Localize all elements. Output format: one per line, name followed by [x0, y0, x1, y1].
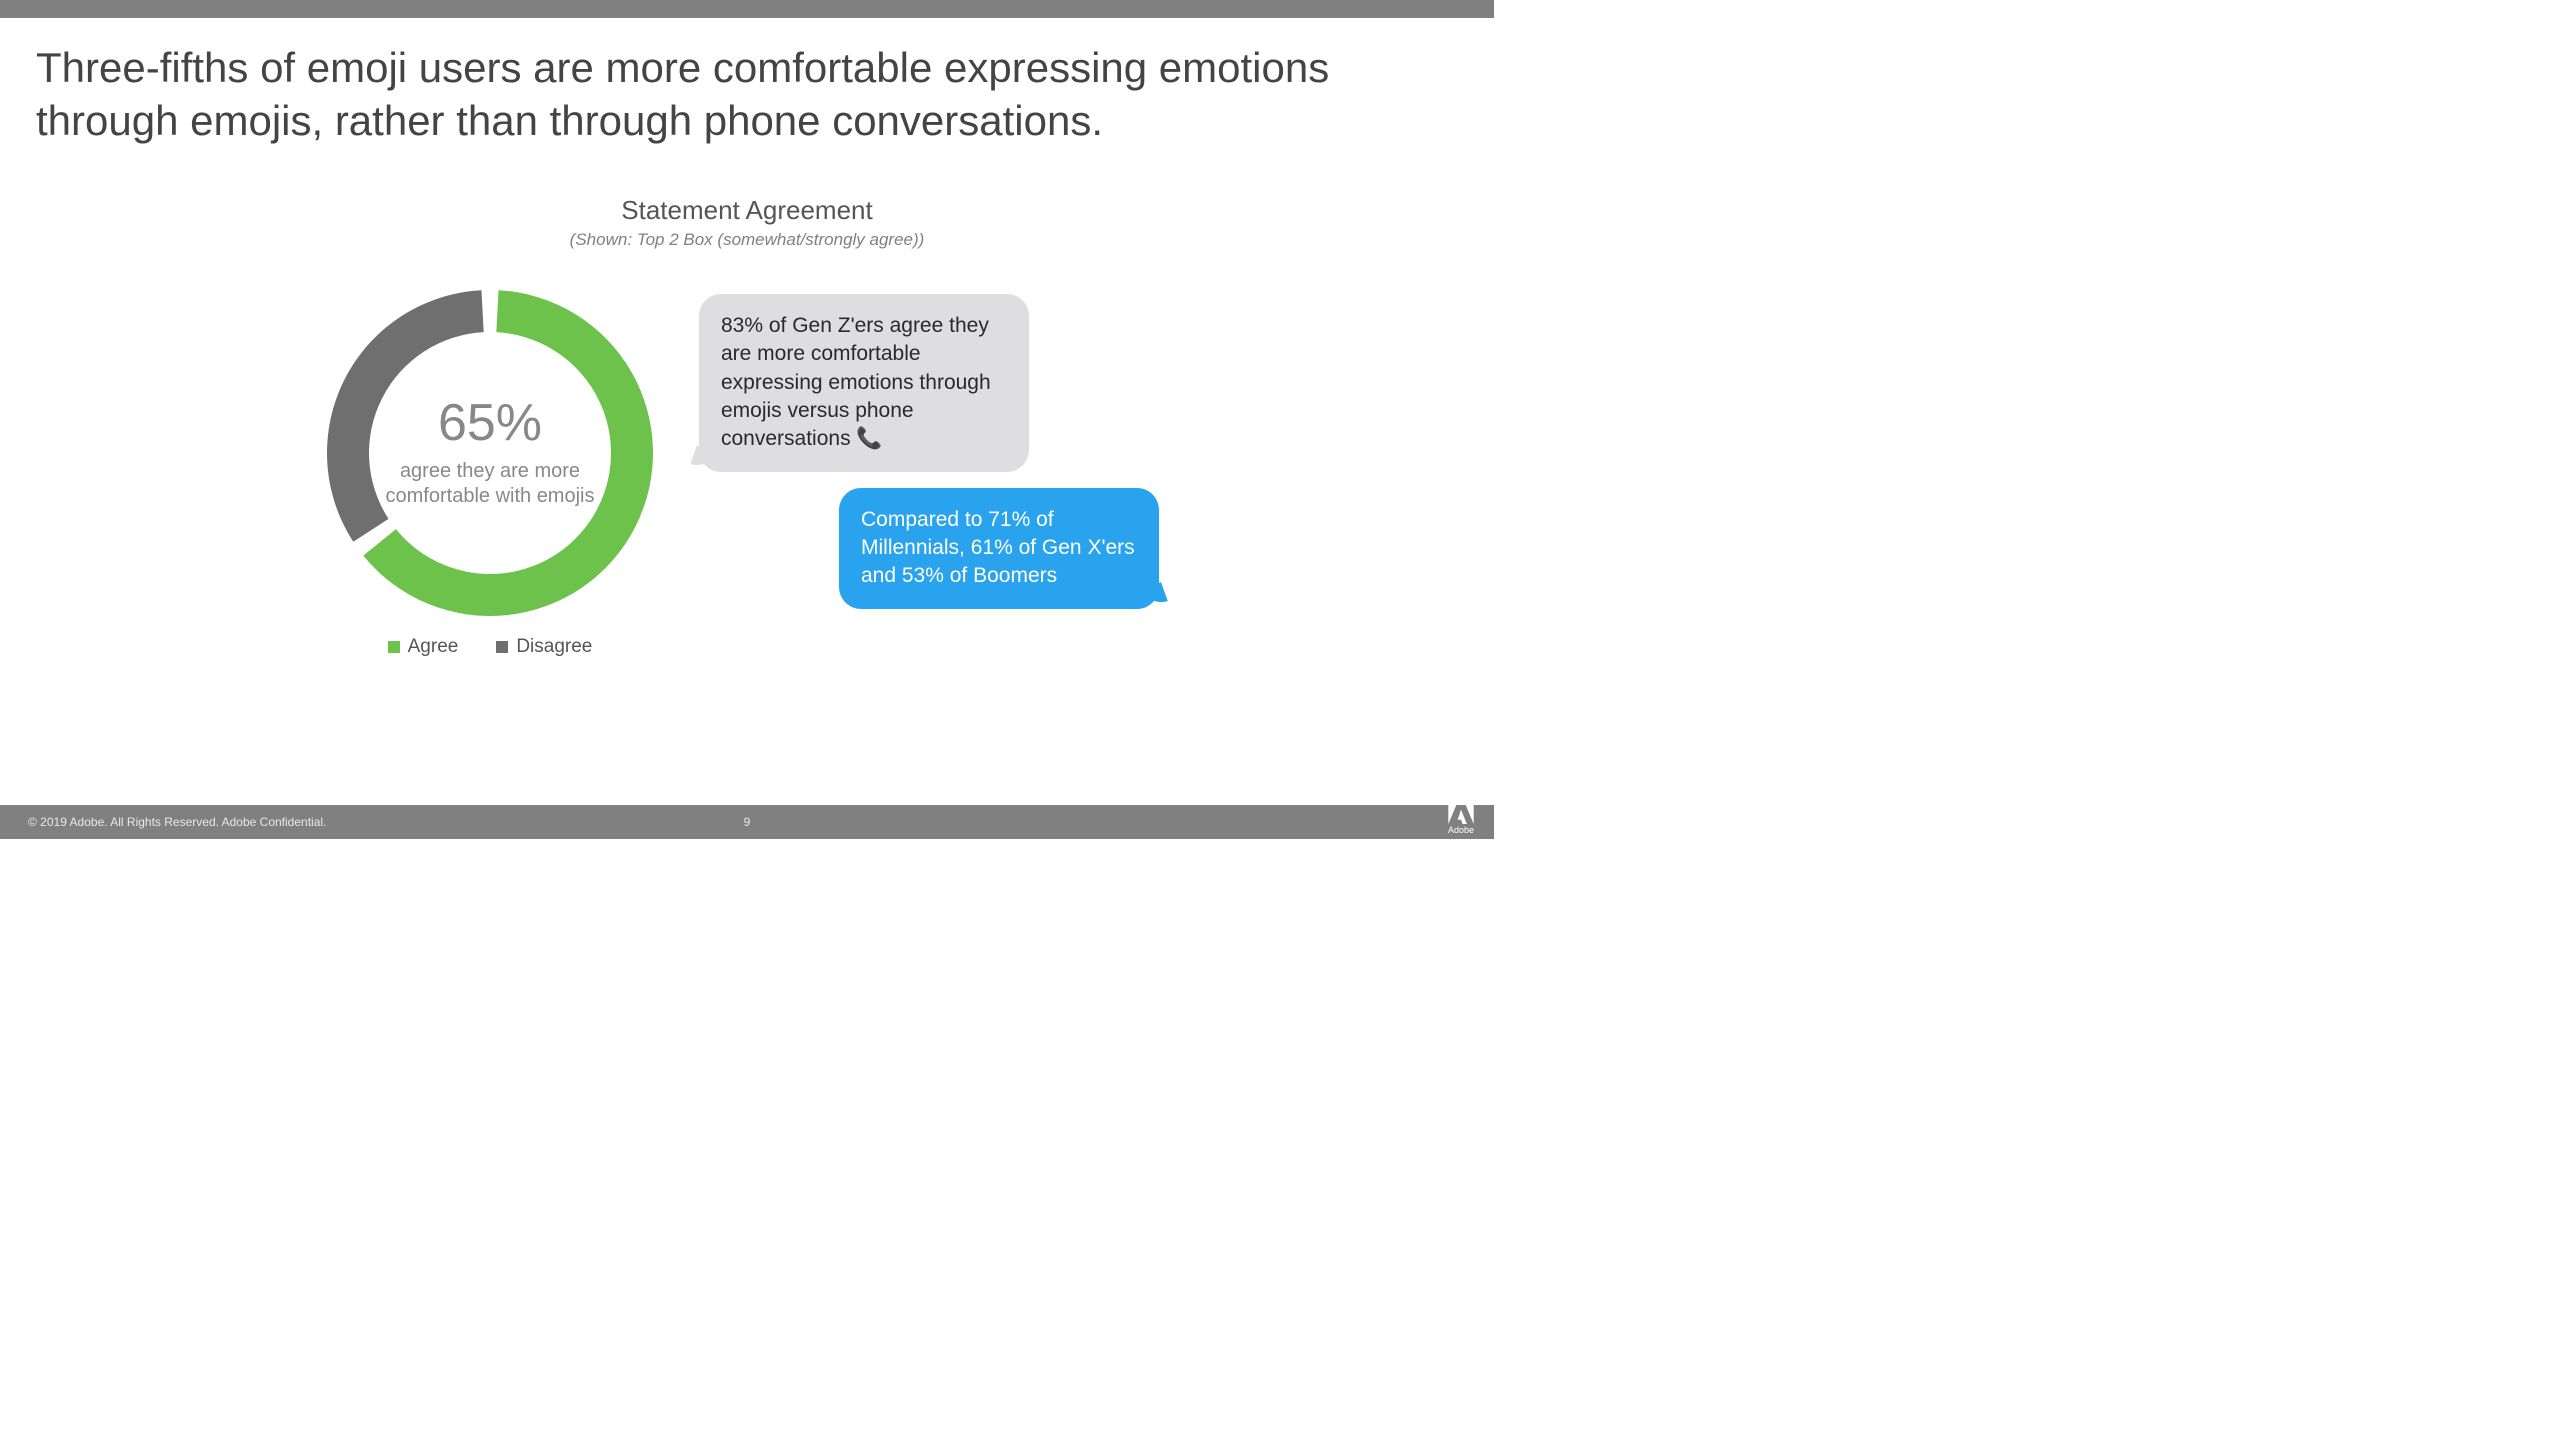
legend-item-agree: Agree: [388, 636, 459, 658]
top-grey-bar: [0, 0, 1494, 18]
legend-swatch-disagree: [496, 641, 508, 653]
headline: Three-fifths of emoji users are more com…: [0, 18, 1494, 147]
bubble-blue: Compared to 71% of Millennials, 61% of G…: [839, 488, 1159, 609]
donut-center: 65% agree they are more comfortable with…: [325, 288, 655, 618]
donut-center-label: agree they are more comfortable with emo…: [375, 459, 605, 509]
donut-chart: 65% agree they are more comfortable with…: [325, 288, 655, 618]
bubble-grey: 83% of Gen Z'ers agree they are more com…: [699, 294, 1029, 472]
legend-label-agree: Agree: [408, 636, 459, 658]
section-subtitle: (Shown: Top 2 Box (somewhat/strongly agr…: [0, 230, 1494, 250]
footer-page-number: 9: [744, 815, 751, 829]
legend: Agree Disagree: [388, 636, 593, 658]
content-row: 65% agree they are more comfortable with…: [0, 288, 1494, 658]
adobe-logo-icon: [1448, 802, 1474, 824]
donut-center-value: 65%: [438, 397, 542, 449]
section-title-text: Statement Agreement: [0, 195, 1494, 226]
adobe-logo-text: Adobe: [1448, 825, 1474, 835]
legend-label-disagree: Disagree: [516, 636, 592, 658]
donut-chart-wrap: 65% agree they are more comfortable with…: [325, 288, 655, 658]
chat-bubbles: 83% of Gen Z'ers agree they are more com…: [699, 288, 1169, 625]
section-title: Statement Agreement (Shown: Top 2 Box (s…: [0, 195, 1494, 250]
footer-copyright: © 2019 Adobe. All Rights Reserved. Adobe…: [28, 815, 326, 829]
footer-bar: © 2019 Adobe. All Rights Reserved. Adobe…: [0, 805, 1494, 839]
adobe-logo: Adobe: [1448, 802, 1474, 835]
legend-item-disagree: Disagree: [496, 636, 592, 658]
legend-swatch-agree: [388, 641, 400, 653]
